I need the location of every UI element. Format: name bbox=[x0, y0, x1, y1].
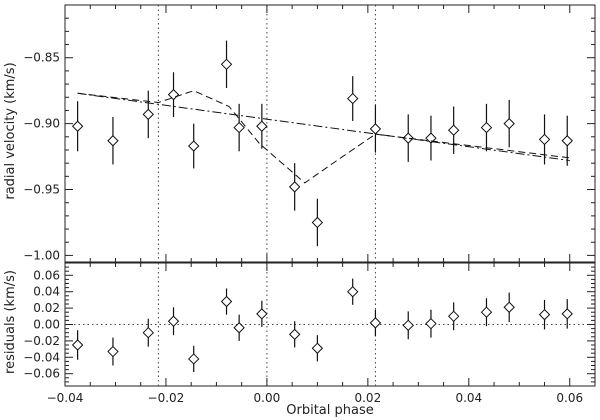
bottom-data-point bbox=[233, 322, 245, 334]
top-data-point bbox=[369, 123, 382, 135]
top-model-curve-dashed bbox=[77, 90, 570, 184]
top-data-point bbox=[71, 120, 84, 132]
bottom-y-tick-label: 0.00 bbox=[33, 318, 60, 332]
top-model-curve-dashdot bbox=[77, 92, 570, 162]
bottom-x-tick-label: −0.02 bbox=[148, 391, 185, 405]
bottom-x-tick-label: 0.00 bbox=[254, 391, 281, 405]
bottom-x-tick-label: 0.06 bbox=[556, 391, 583, 405]
bottom-panel: −0.04 −0.02 0.00 0.02 0.04 0.06 −0.06 −0.04 −0.0… bbox=[23, 262, 596, 405]
bottom-data-point bbox=[561, 308, 573, 320]
top-panel: −1.00 −0.95 −0.90 −0.85 bbox=[23, 4, 596, 263]
bottom-data-point bbox=[71, 339, 84, 351]
bottom-y-tick-label: 0.04 bbox=[33, 285, 60, 299]
bottom-data-point bbox=[425, 317, 437, 330]
bottom-x-tick-label: 0.02 bbox=[354, 391, 381, 405]
bottom-data-point bbox=[369, 317, 382, 329]
top-data-point bbox=[538, 133, 551, 146]
bottom-y-tick-label: −0.06 bbox=[23, 367, 60, 381]
top-data-point bbox=[233, 121, 245, 134]
top-data-point bbox=[288, 181, 301, 193]
top-y-tick-label: −0.85 bbox=[23, 51, 60, 65]
top-data-point bbox=[107, 135, 119, 147]
bottom-data-point bbox=[480, 306, 493, 318]
top-data-point bbox=[402, 132, 414, 144]
top-data-point bbox=[561, 135, 573, 147]
top-y-tick-label: −1.00 bbox=[23, 248, 60, 262]
top-data-point bbox=[256, 120, 268, 132]
bottom-data-point bbox=[142, 326, 154, 339]
bottom-y-tick-label: −0.04 bbox=[23, 350, 60, 364]
bottom-panel-ylabel: residuals (km/s) bbox=[3, 270, 18, 374]
top-panel-ylabel: radial velocity (km/s) bbox=[3, 62, 18, 199]
top-panel-frame bbox=[64, 4, 596, 263]
top-data-point bbox=[142, 108, 154, 121]
bottom-data-point bbox=[347, 285, 359, 298]
bottom-data-point bbox=[220, 295, 233, 308]
top-data-point bbox=[480, 121, 493, 134]
bottom-y-tick-label: 0.02 bbox=[33, 301, 60, 315]
top-data-point bbox=[447, 124, 460, 136]
bottom-y-tick-label: −0.02 bbox=[23, 334, 60, 348]
bottom-data-point bbox=[107, 345, 119, 358]
top-data-point bbox=[220, 58, 233, 71]
bottom-data-point bbox=[538, 308, 551, 321]
bottom-data-point bbox=[311, 342, 324, 354]
bottom-data-point bbox=[288, 328, 301, 341]
bottom-data-point bbox=[503, 301, 515, 313]
bottom-data-point bbox=[188, 353, 200, 365]
top-data-point bbox=[503, 117, 515, 130]
top-data-point bbox=[188, 140, 200, 152]
bottom-data-point bbox=[256, 308, 268, 320]
bottom-data-point bbox=[402, 319, 414, 332]
bottom-y-tick-label: 0.06 bbox=[33, 268, 60, 282]
top-y-tick-label: −0.90 bbox=[23, 117, 60, 131]
top-data-point bbox=[425, 132, 437, 144]
x-axis-label: Orbital phase bbox=[286, 403, 373, 418]
bottom-x-tick-label: 0.04 bbox=[455, 391, 482, 405]
bottom-x-tick-label: −0.04 bbox=[47, 391, 84, 405]
top-y-tick-label: −0.95 bbox=[23, 183, 60, 197]
top-data-point bbox=[311, 216, 324, 229]
bottom-data-point bbox=[167, 315, 180, 327]
bottom-data-point bbox=[447, 310, 460, 323]
top-data-point bbox=[347, 92, 359, 105]
